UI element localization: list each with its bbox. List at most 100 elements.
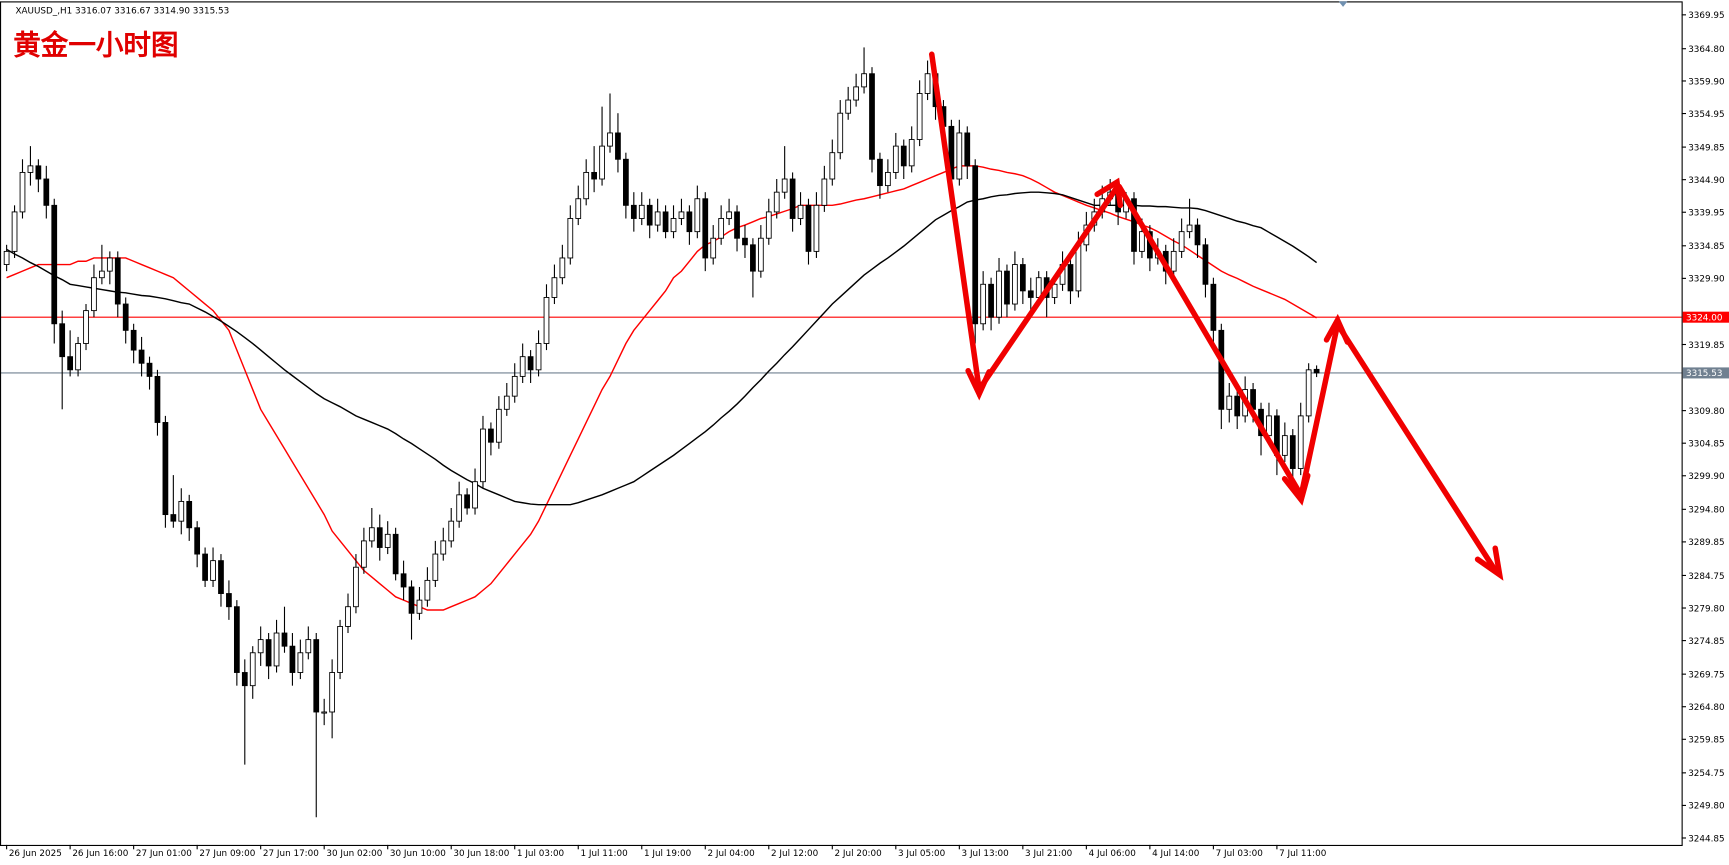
candle-body — [138, 349, 145, 364]
candle-body — [837, 112, 844, 154]
candle-body — [1131, 198, 1137, 252]
arrowhead — [1281, 472, 1311, 506]
candle-body — [702, 198, 709, 259]
candle-body — [480, 428, 486, 483]
y-tick-label: 3274.85 — [1688, 637, 1724, 647]
candle-body — [861, 73, 867, 88]
candle-body — [797, 204, 804, 219]
x-tick-label: 1 Jul 11:00 — [580, 849, 628, 859]
x-tick-label: 3 Jul 21:00 — [1025, 849, 1073, 859]
candle-body — [67, 356, 73, 371]
y-tick-label: 3279.80 — [1688, 604, 1725, 614]
arrowhead — [1323, 313, 1351, 345]
candle-body — [114, 257, 121, 305]
candle-body — [821, 178, 828, 206]
candle-body — [686, 211, 693, 233]
candle-body — [3, 250, 10, 265]
x-tick-label: 7 Jul 03:00 — [1216, 849, 1264, 859]
candle-body — [773, 191, 780, 213]
candle-body — [416, 599, 423, 614]
candle-body — [154, 375, 161, 423]
annotation: 黄金一小时图 — [13, 29, 178, 61]
x-tick-label: 27 Jun 01:00 — [136, 849, 192, 859]
y-tick-label: 3349.85 — [1688, 143, 1724, 153]
candle-body — [583, 171, 590, 200]
moving-average — [6, 165, 1317, 611]
candle-body — [924, 73, 931, 94]
candle-body — [615, 132, 621, 160]
candle-body — [527, 356, 534, 371]
candle-body — [543, 297, 550, 344]
candle-body — [146, 362, 153, 377]
candle-body — [495, 408, 502, 443]
y-tick-label: 3364.80 — [1688, 45, 1725, 55]
x-tick-label: 27 Jun 17:00 — [263, 849, 319, 859]
y-tick-label: 3319.85 — [1688, 341, 1724, 351]
candle-body — [511, 375, 518, 397]
candle-body — [400, 573, 407, 588]
candle-body — [361, 540, 367, 568]
candle-body — [472, 481, 478, 509]
y-tick-label: 3254.75 — [1688, 769, 1724, 779]
candle-body — [19, 171, 26, 213]
candle-body — [718, 218, 725, 239]
candle-body — [202, 553, 208, 581]
candle-body — [885, 171, 891, 187]
candle-body — [464, 494, 470, 509]
candle-body — [297, 652, 304, 673]
y-tick-label: 3344.90 — [1688, 176, 1725, 186]
level-label-box — [1682, 311, 1729, 323]
candle-body — [368, 527, 375, 542]
y-tick-label: 3259.85 — [1688, 736, 1724, 746]
y-tick-label: 3309.80 — [1688, 407, 1725, 417]
candle-body — [257, 639, 264, 654]
candle-body — [27, 165, 34, 173]
candle-body — [122, 303, 129, 331]
candle-body — [130, 329, 137, 351]
candle-body — [1178, 231, 1185, 252]
candle-body — [1202, 244, 1209, 285]
candle-body — [1075, 244, 1082, 292]
candle-body — [218, 560, 224, 594]
candle-body — [1012, 264, 1018, 305]
shift-marker — [1338, 1, 1348, 7]
x-tick-label: 26 Jun 16:00 — [72, 849, 128, 859]
candle-body — [329, 672, 335, 713]
y-tick-label: 3359.90 — [1688, 77, 1725, 87]
y-tick-label: 3294.80 — [1688, 506, 1725, 516]
x-tick-label: 4 Jul 06:00 — [1089, 849, 1137, 859]
candle-body — [869, 73, 875, 160]
candle-body — [226, 593, 232, 608]
plot-area — [0, 47, 1682, 818]
candle-body — [765, 211, 772, 239]
candle-body — [1035, 277, 1042, 298]
candle-body — [972, 165, 979, 325]
candle-body — [440, 540, 447, 555]
candle-body — [408, 586, 415, 614]
candle-body — [210, 560, 216, 581]
candle-body — [1019, 264, 1026, 292]
arrowhead — [1094, 177, 1124, 209]
candle-body — [1234, 395, 1241, 417]
candle-body — [305, 639, 312, 654]
candle-body — [646, 204, 653, 226]
candle-body — [265, 639, 272, 667]
x-tick-label: 26 Jun 2025 — [9, 849, 62, 859]
candle-body — [1210, 283, 1217, 331]
candle-body — [384, 533, 391, 548]
candle-body — [503, 395, 510, 410]
candle-body — [1051, 283, 1058, 298]
annotation-arrows — [929, 51, 1504, 581]
candle-body — [908, 139, 915, 167]
x-tick-label: 2 Jul 12:00 — [771, 849, 819, 859]
y-tick-label: 3304.85 — [1688, 440, 1724, 450]
candle-body — [1139, 231, 1145, 252]
y-tick-label: 3299.90 — [1688, 472, 1725, 482]
candle-body — [900, 145, 907, 167]
candle-body — [1067, 264, 1074, 292]
candle-body — [1027, 290, 1034, 298]
candle-body — [321, 711, 328, 714]
candle-body — [519, 356, 526, 377]
candle-body — [678, 211, 685, 219]
